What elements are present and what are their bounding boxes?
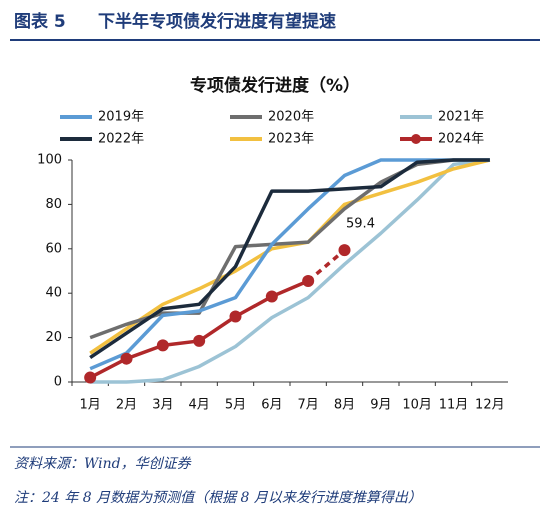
point xyxy=(193,334,206,347)
x-tick-label: 6月 xyxy=(261,398,282,413)
y-tick-label: 20 xyxy=(45,330,62,345)
legend-label: 2024年 xyxy=(438,132,484,147)
x-tick-label: 4月 xyxy=(189,398,210,413)
x-tick-label: 2月 xyxy=(116,398,137,413)
series-line xyxy=(89,158,490,360)
legend-label: 2023年 xyxy=(268,132,314,147)
data-label: 59.4 xyxy=(346,217,375,232)
series-line xyxy=(90,158,491,384)
point xyxy=(84,371,97,384)
series-line xyxy=(89,158,491,355)
series-line xyxy=(89,158,490,371)
point xyxy=(265,290,278,303)
x-tick-label: 9月 xyxy=(370,398,391,413)
x-tick-label: 10月 xyxy=(402,398,432,413)
point xyxy=(156,339,169,352)
forecast-line xyxy=(307,248,346,283)
point xyxy=(338,244,351,257)
x-tick-label: 3月 xyxy=(152,398,173,413)
legend-label: 2019年 xyxy=(98,110,144,125)
y-tick-label: 0 xyxy=(54,375,62,390)
legend-label: 2020年 xyxy=(268,110,314,125)
x-tick-label: 11月 xyxy=(439,398,469,413)
figure-label: 图表 5 xyxy=(14,11,66,32)
y-tick-label: 60 xyxy=(45,241,62,256)
point xyxy=(229,310,242,323)
figure-title: 下半年专项债发行进度有望提速 xyxy=(98,11,336,32)
point xyxy=(120,352,133,365)
x-tick-label: 5月 xyxy=(225,398,246,413)
x-tick-label: 7月 xyxy=(298,398,319,413)
source: 资料来源：Wind，华创证券 xyxy=(14,456,192,472)
y-tick-label: 80 xyxy=(45,197,62,212)
legend-marker xyxy=(411,134,421,144)
chart-title: 专项债发行进度（%） xyxy=(190,75,360,96)
x-tick-label: 8月 xyxy=(334,398,355,413)
y-tick-label: 100 xyxy=(37,153,62,168)
legend-label: 2021年 xyxy=(438,110,484,125)
point xyxy=(302,274,315,287)
legend-label: 2022年 xyxy=(98,132,144,147)
series-line xyxy=(89,158,490,340)
y-tick-label: 40 xyxy=(45,286,62,301)
x-tick-label: 1月 xyxy=(80,398,101,413)
x-tick-label: 12月 xyxy=(475,398,505,413)
note: 注：24 年 8 月数据为预测值（根据 8 月以来发行进度推算得出） xyxy=(14,490,422,506)
